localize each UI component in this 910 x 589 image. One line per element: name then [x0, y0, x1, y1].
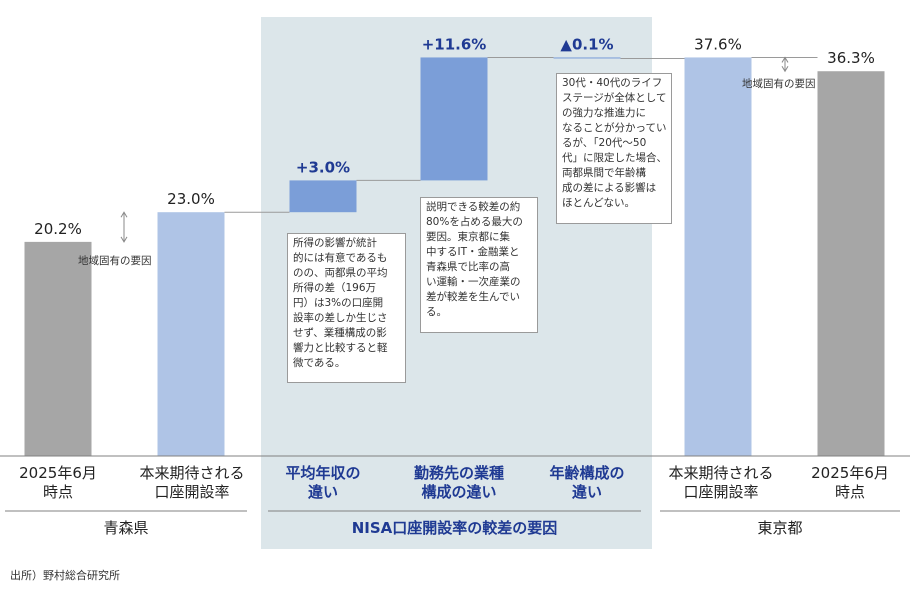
group-label-tokyo: 東京都: [757, 519, 803, 537]
category-label-1: 本来期待される 口座開設率: [139, 464, 245, 501]
bar-5: [684, 57, 752, 456]
value-label-5: 37.6%: [694, 35, 742, 53]
category-label-3: 勤務先の業種 構成の違い: [413, 464, 504, 501]
category-label-5: 本来期待される 口座開設率: [668, 464, 774, 501]
note-industry: 説明できる較差の約 80%を占める最大の 要因。東京都に集 中するIT・金融業と…: [420, 197, 538, 333]
value-label-3: +11.6%: [422, 35, 487, 53]
regional-gap-arrow-left: [120, 211, 128, 243]
value-label-4: ▲0.1%: [560, 35, 613, 53]
value-label-0: 20.2%: [34, 220, 82, 238]
bar-6: [817, 71, 885, 456]
bar-3: [420, 57, 488, 181]
category-label-2: 平均年収の 違い: [285, 464, 361, 501]
bar-0: [24, 241, 92, 456]
bar-4: [553, 57, 621, 59]
value-label-2: +3.0%: [296, 158, 350, 176]
category-label-0: 2025年6月 時点: [19, 464, 97, 501]
bar-1: [157, 212, 225, 456]
bar-2: [289, 180, 357, 213]
note-income: 所得の影響が統計 的には有意であるも のの、両都県の平均 所得の差（196万 円…: [287, 233, 406, 383]
value-label-6: 36.3%: [827, 49, 875, 67]
category-label-4: 年齢構成の 違い: [549, 464, 625, 501]
annotation-regional-left: 地域固有の要因: [78, 255, 152, 267]
group-label-aomori: 青森県: [103, 519, 149, 537]
group-label-factors: NISA口座開設率の較差の要因: [351, 519, 558, 537]
regional-gap-arrow-right: [781, 56, 789, 73]
category-label-6: 2025年6月 時点: [811, 464, 889, 501]
source-note: 出所）野村総合研究所: [10, 569, 120, 582]
note-age: 30代・40代のライフ ステージが全体として の強力な推進力に なることが分かっ…: [556, 73, 672, 224]
annotation-regional-right: 地域固有の要因: [742, 78, 816, 90]
value-label-1: 23.0%: [167, 190, 215, 208]
